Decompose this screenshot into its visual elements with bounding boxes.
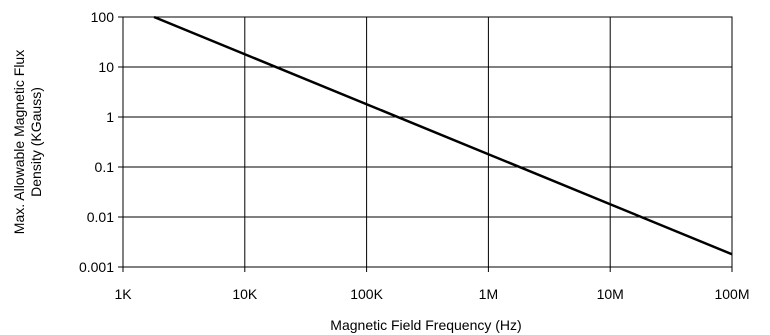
y-tick-label: 100: [91, 9, 115, 25]
x-tick-label: 100K: [350, 286, 383, 302]
x-tick-label: 1K: [114, 286, 132, 302]
y-tick-label: 1: [106, 109, 114, 125]
plot-frame: [122, 16, 733, 268]
y-axis-label-line-1: Max. Allowable Magnetic Flux: [11, 50, 27, 234]
labels: 1K 10K 100K 1M 10M 100M 0.001 0.01 0.1 1 10 100: [79, 9, 750, 302]
x-tick-label: 10K: [232, 286, 258, 302]
x-tick-label: 1M: [479, 286, 498, 302]
grid: [122, 16, 733, 268]
y-tick-label: 0.001: [79, 259, 114, 275]
ticks: [118, 16, 733, 272]
x-tick-label: 10M: [597, 286, 624, 302]
x-tick-label: 100M: [714, 286, 749, 302]
y-tick-label: 10: [98, 59, 114, 75]
series: [153, 15, 733, 256]
y-axis-label-line-2: Density (KGauss): [28, 87, 44, 197]
y-axis-label: Max. Allowable Magnetic Flux Density (KG…: [11, 50, 44, 234]
x-axis-label: Magnetic Field Frequency (Hz): [330, 317, 521, 333]
y-tick-label: 0.1: [95, 159, 115, 175]
y-tick-label: 0.01: [87, 209, 114, 225]
series-line: [153, 15, 733, 256]
